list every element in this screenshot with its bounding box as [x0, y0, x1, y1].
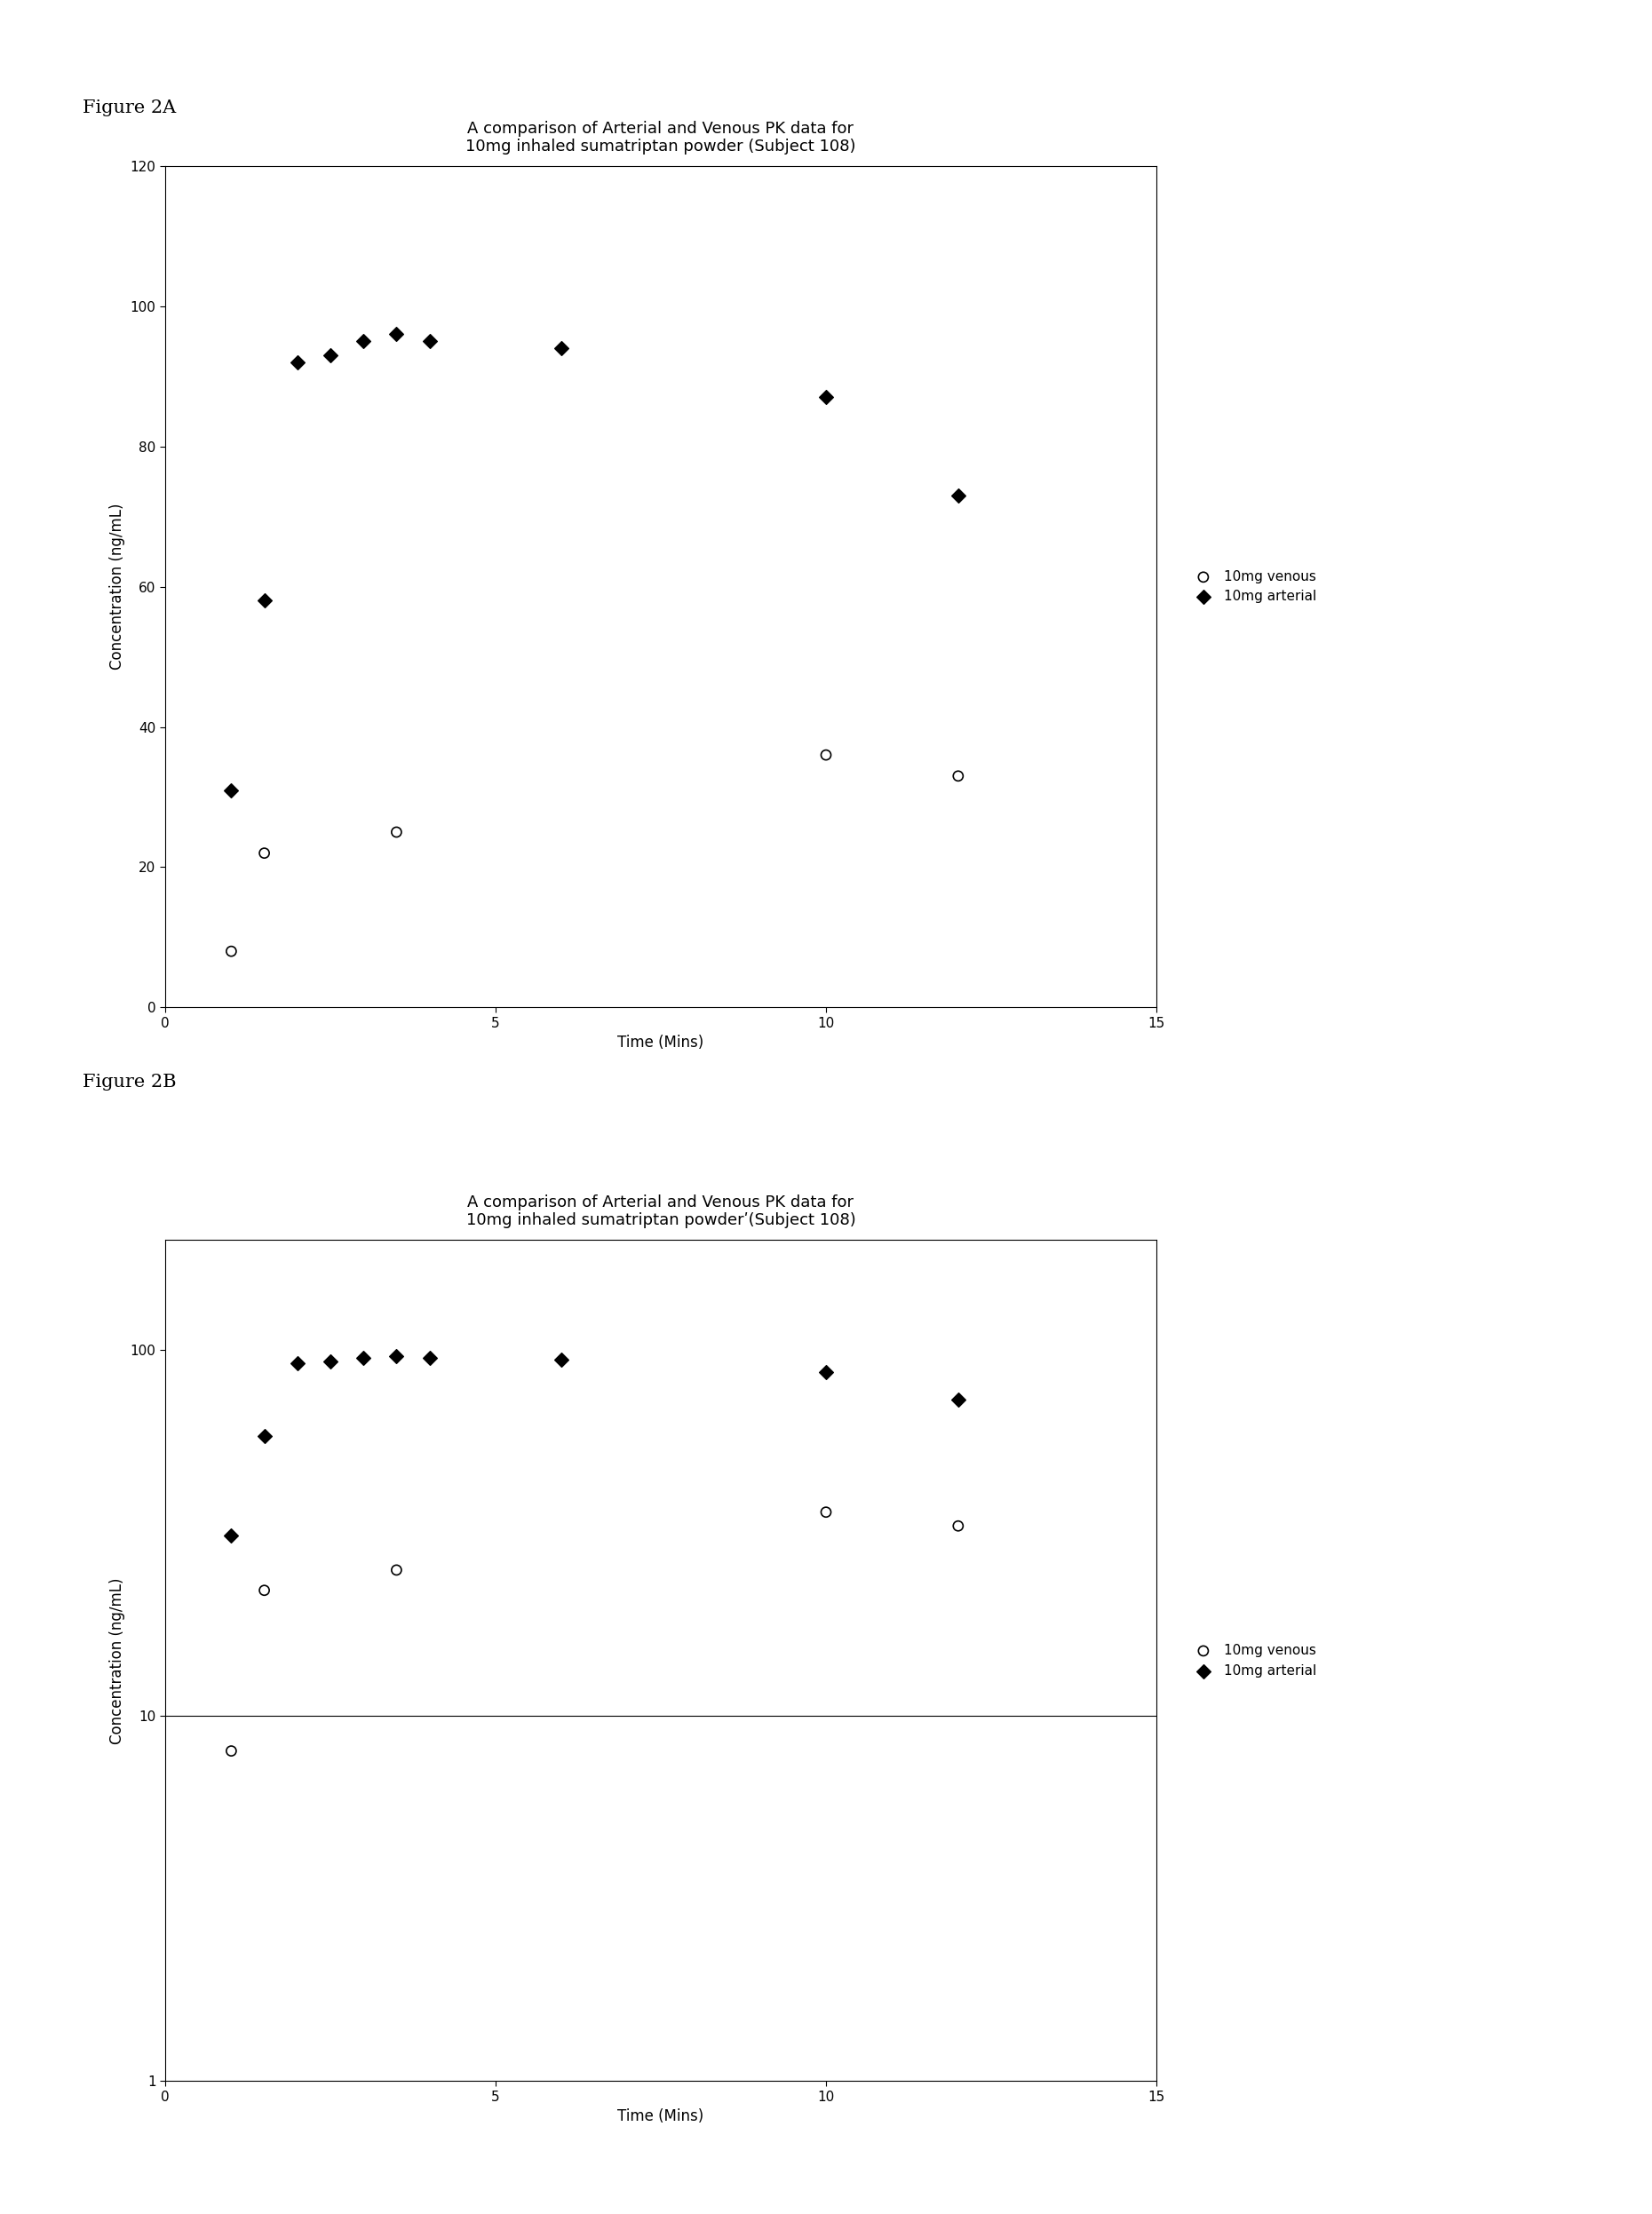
10mg arterial [317, 1344, 344, 1379]
10mg arterial [218, 773, 244, 808]
10mg venous [945, 757, 971, 795]
10mg arterial [416, 1339, 443, 1375]
Text: Figure 2B: Figure 2B [83, 1074, 177, 1092]
10mg arterial [251, 1419, 278, 1455]
Y-axis label: Concentration (ng/mL): Concentration (ng/mL) [109, 503, 126, 671]
10mg arterial [813, 1355, 839, 1390]
Text: Figure 2A: Figure 2A [83, 100, 177, 117]
X-axis label: Time (Mins): Time (Mins) [618, 1034, 704, 1052]
10mg arterial [945, 478, 971, 514]
10mg venous [813, 1494, 839, 1530]
Y-axis label: Concentration (ng/mL): Concentration (ng/mL) [109, 1576, 126, 1745]
10mg arterial [416, 323, 443, 359]
10mg arterial [383, 1339, 410, 1375]
10mg venous [251, 835, 278, 870]
10mg arterial [284, 345, 311, 381]
Legend: 10mg venous, 10mg arterial: 10mg venous, 10mg arterial [1183, 1636, 1323, 1685]
10mg arterial [813, 381, 839, 416]
10mg arterial [284, 1346, 311, 1382]
10mg arterial [383, 317, 410, 352]
Legend: 10mg venous, 10mg arterial: 10mg venous, 10mg arterial [1183, 562, 1323, 611]
Title: A comparison of Arterial and Venous PK data for
10mg inhaled sumatriptan powderʹ: A comparison of Arterial and Venous PK d… [466, 1193, 856, 1229]
10mg venous [945, 1508, 971, 1543]
10mg venous [251, 1572, 278, 1607]
10mg venous [218, 1734, 244, 1769]
10mg arterial [548, 330, 575, 365]
10mg venous [218, 934, 244, 970]
10mg arterial [945, 1382, 971, 1417]
X-axis label: Time (Mins): Time (Mins) [618, 2108, 704, 2125]
10mg arterial [548, 1342, 575, 1377]
10mg arterial [350, 1339, 377, 1375]
Title: A comparison of Arterial and Venous PK data for
10mg inhaled sumatriptan powder : A comparison of Arterial and Venous PK d… [466, 120, 856, 155]
10mg venous [383, 815, 410, 850]
10mg arterial [251, 582, 278, 618]
10mg venous [383, 1552, 410, 1587]
10mg arterial [350, 323, 377, 359]
10mg venous [813, 737, 839, 773]
10mg arterial [218, 1519, 244, 1554]
10mg arterial [317, 337, 344, 372]
